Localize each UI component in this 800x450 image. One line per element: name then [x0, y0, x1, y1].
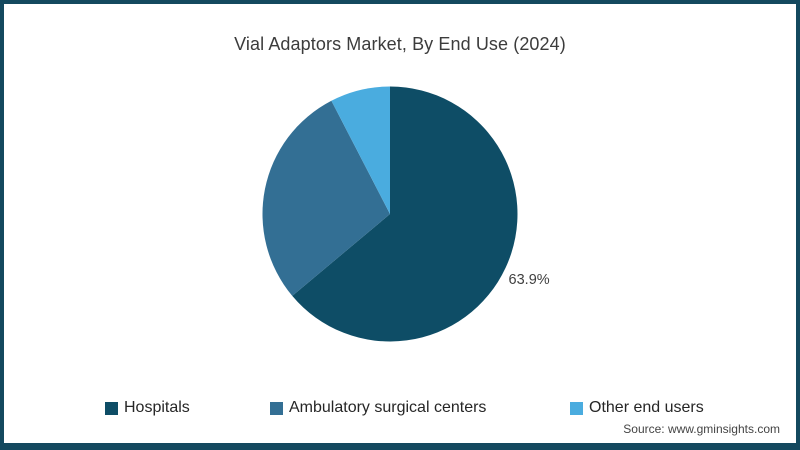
legend-swatch-ambulatory-surgical-centers — [270, 401, 283, 415]
legend: Hospitals Ambulatory surgical centers Ot… — [4, 399, 796, 420]
legend-item-hospitals: Hospitals — [105, 399, 190, 416]
legend-swatch-other-end-users — [570, 401, 583, 415]
legend-swatch-hospitals — [105, 401, 118, 415]
legend-label: Hospitals — [124, 399, 190, 416]
pie-slice-hospitals — [292, 86, 518, 342]
legend-item-ambulatory-surgical-centers: Ambulatory surgical centers — [270, 399, 487, 416]
source-note: Source: www.gminsights.com — [623, 422, 780, 436]
pie-data-label: 63.9% — [509, 272, 550, 288]
legend-label: Other end users — [589, 399, 704, 416]
pie-slice-other-end-users — [331, 86, 390, 214]
legend-item-other-end-users: Other end users — [570, 399, 704, 416]
chart-title: Vial Adaptors Market, By End Use (2024) — [234, 34, 566, 54]
legend-label: Ambulatory surgical centers — [289, 399, 487, 416]
pie-slice-ambulatory-surgical-centers — [262, 100, 390, 296]
pie-chart-svg: 63.9% — [262, 86, 550, 342]
